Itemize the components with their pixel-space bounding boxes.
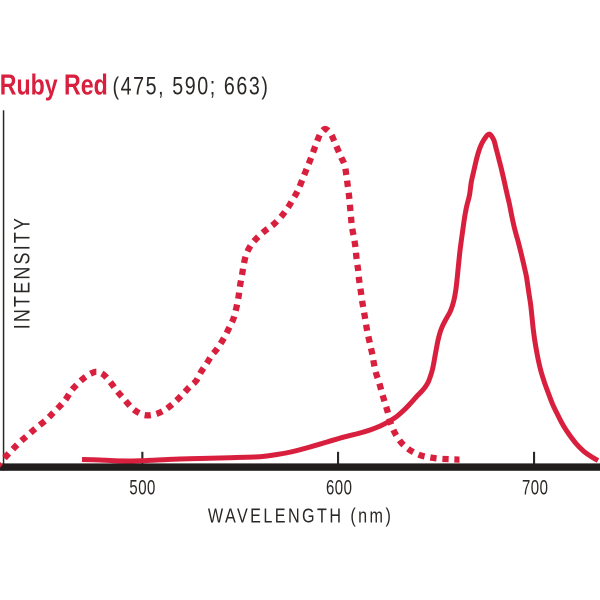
- svg-text:700: 700: [522, 475, 548, 499]
- svg-text:(475, 590; 663): (475, 590; 663): [113, 73, 270, 101]
- svg-text:500: 500: [129, 475, 155, 499]
- svg-text:INTENSITY: INTENSITY: [11, 216, 35, 330]
- svg-text:600: 600: [326, 475, 352, 499]
- svg-text:WAVELENGTH (nm): WAVELENGTH (nm): [208, 504, 393, 527]
- svg-text:Ruby Red: Ruby Red: [0, 68, 108, 101]
